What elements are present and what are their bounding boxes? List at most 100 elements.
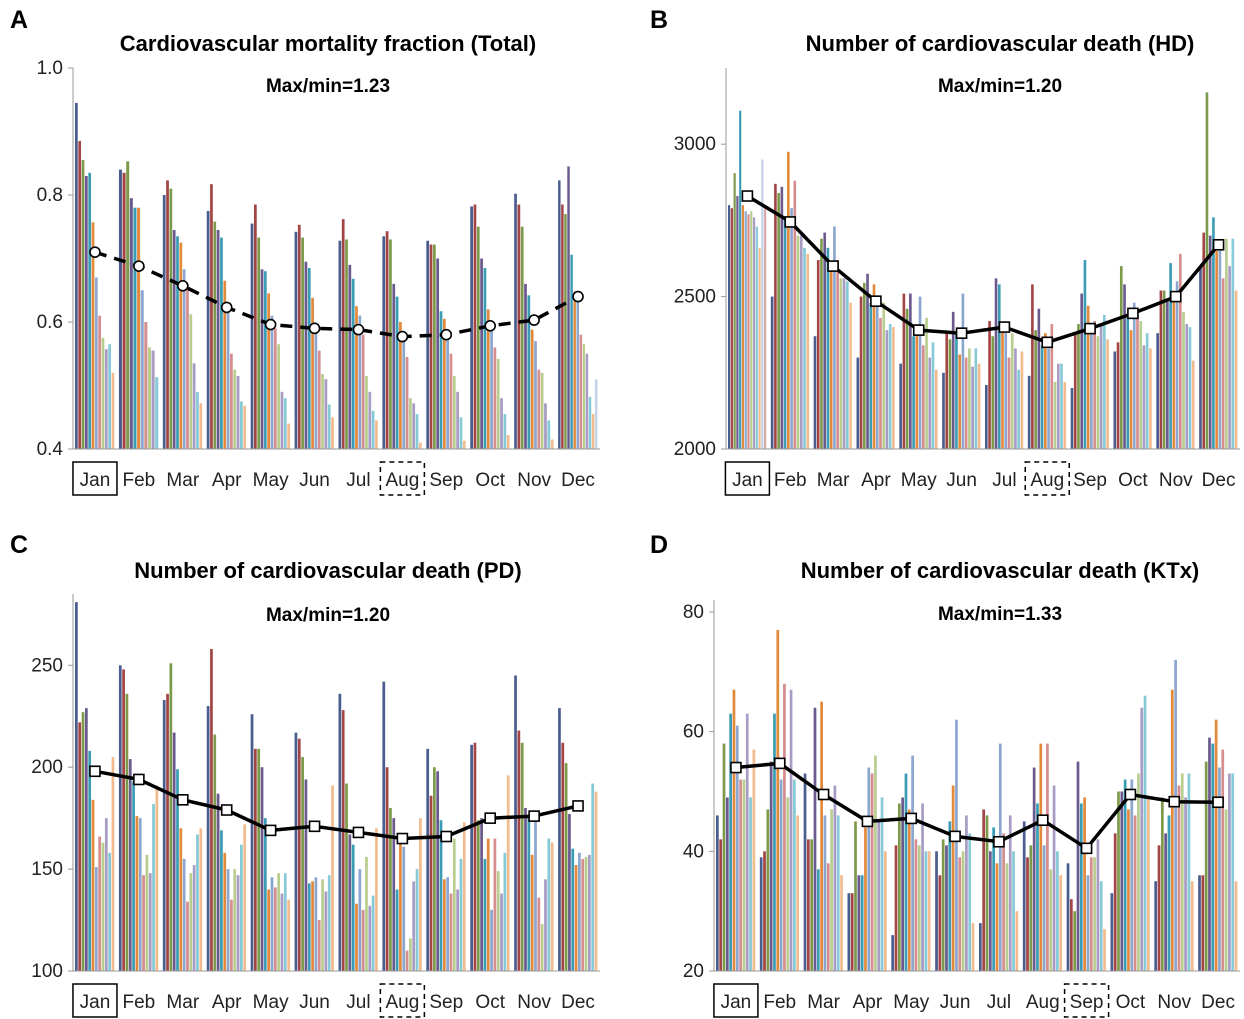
bar-d-feb-5	[776, 629, 780, 971]
bar-a-jul-1	[341, 219, 345, 449]
bar-d-jul-1	[982, 809, 986, 971]
bar-c-jun-8	[321, 879, 324, 971]
bar-b-feb-8	[796, 235, 800, 449]
bar-d-nov-9	[1184, 797, 1187, 971]
bar-d-jan-2	[722, 743, 726, 971]
bar-c-dec-3	[568, 814, 571, 971]
bar-d-apr-11	[884, 851, 887, 971]
panel-a-annotation: Max/min=1.23	[266, 76, 390, 97]
bar-a-nov-9	[544, 403, 547, 449]
bar-d-mar-8	[830, 809, 833, 971]
bar-c-may-2	[257, 748, 261, 971]
bar-b-jan-10	[755, 226, 758, 449]
x-tick-label-c-apr: Apr	[212, 992, 242, 1013]
trend-marker-b-feb	[784, 216, 797, 228]
bar-b-jan-5	[741, 205, 745, 449]
bar-a-oct-4	[483, 268, 487, 449]
bar-c-mar-5	[179, 828, 183, 971]
bar-d-apr-5	[864, 827, 867, 971]
bar-b-sep-9	[1099, 324, 1103, 449]
trend-marker-b-nov	[1169, 290, 1182, 303]
bar-a-dec-3	[567, 166, 570, 449]
bar-d-apr-3	[857, 875, 861, 971]
bar-d-jul-4	[992, 827, 995, 971]
trend-marker-c-apr	[220, 804, 233, 816]
bar-b-jun-7	[964, 357, 968, 449]
bar-c-sep-8	[452, 838, 456, 971]
bar-b-jan-12	[761, 159, 764, 449]
bar-a-jul-9	[368, 391, 372, 449]
bar-b-sep-3	[1080, 293, 1084, 449]
bar-b-oct-6	[1132, 302, 1136, 449]
bar-a-jul-0	[338, 240, 342, 449]
bar-c-oct-3	[480, 818, 483, 971]
bar-c-nov-2	[520, 742, 524, 971]
bar-d-aug-1	[1026, 857, 1029, 971]
trend-marker-b-apr	[870, 295, 882, 307]
bar-a-jun-10	[327, 404, 331, 449]
bar-a-dec-9	[585, 353, 589, 449]
bar-b-jul-7	[1007, 357, 1011, 449]
bar-b-feb-5	[787, 151, 790, 449]
bar-a-feb-10	[155, 377, 159, 449]
bar-b-jun-4	[955, 333, 958, 449]
bar-c-mar-3	[172, 732, 176, 971]
bar-a-apr-2	[213, 221, 217, 449]
bar-c-dec-0	[558, 708, 561, 971]
bar-b-apr-10	[888, 324, 892, 449]
bar-b-jan-2	[733, 173, 736, 449]
bar-c-dec-7	[581, 858, 585, 971]
bar-c-feb-10	[152, 803, 155, 971]
bar-c-oct-9	[500, 893, 503, 971]
bar-c-nov-4	[527, 818, 531, 971]
bar-a-jul-4	[351, 278, 355, 449]
bar-d-jun-0	[935, 851, 938, 971]
bar-a-aug-5	[399, 322, 402, 449]
dashed-box-d-sep	[1063, 983, 1110, 1018]
bar-c-aug-9	[412, 881, 416, 971]
bar-d-jan-7	[739, 779, 742, 971]
bar-c-jan-9	[104, 818, 108, 971]
bar-d-feb-8	[786, 797, 790, 971]
x-tick-label-a-jan: Jan	[80, 470, 111, 491]
bar-b-sep-7	[1093, 320, 1096, 449]
bar-c-jul-8	[365, 856, 368, 971]
bar-a-dec-8	[582, 344, 586, 449]
panel-c-annotation: Max/min=1.20	[266, 605, 390, 626]
bar-a-feb-6	[140, 290, 144, 449]
bar-a-nov-8	[540, 372, 544, 449]
bar-b-jan-3	[736, 196, 739, 449]
bar-d-oct-8	[1137, 773, 1140, 971]
bar-c-sep-4	[439, 820, 443, 971]
trend-marker-a-jun	[308, 322, 321, 335]
bar-c-oct-10	[503, 852, 507, 971]
x-tick-label-b-dec: Dec	[1202, 470, 1236, 491]
bar-b-oct-5	[1129, 330, 1133, 449]
bar-b-mar-7	[836, 260, 839, 449]
bar-a-apr-11	[243, 405, 247, 449]
trend-marker-d-nov	[1168, 795, 1181, 808]
trend-marker-c-may	[264, 824, 277, 837]
trend-marker-c-feb	[133, 773, 145, 786]
bar-a-may-8	[277, 344, 281, 449]
bar-d-apr-1	[850, 893, 854, 971]
bar-c-apr-9	[236, 875, 240, 971]
bar-c-jul-3	[348, 834, 352, 971]
bar-d-jun-8	[961, 851, 965, 971]
bar-c-mar-2	[169, 663, 173, 971]
x-tick-label-b-apr: Apr	[861, 470, 891, 491]
bar-b-feb-3	[780, 186, 784, 449]
bar-a-mar-1	[166, 180, 169, 449]
bar-c-apr-7	[230, 899, 233, 971]
bar-c-may-3	[260, 767, 264, 971]
bar-c-dec-8	[584, 856, 588, 971]
bar-a-sep-11	[462, 440, 466, 449]
bar-a-oct-10	[503, 414, 507, 449]
bar-c-jul-9	[368, 905, 372, 971]
bar-c-feb-2	[125, 693, 129, 971]
bar-c-nov-10	[547, 838, 551, 971]
bar-a-mar-8	[189, 314, 193, 449]
x-tick-label-d-feb: Feb	[763, 992, 796, 1013]
bar-d-dec-9	[1228, 773, 1231, 971]
bar-d-feb-7	[783, 683, 786, 971]
